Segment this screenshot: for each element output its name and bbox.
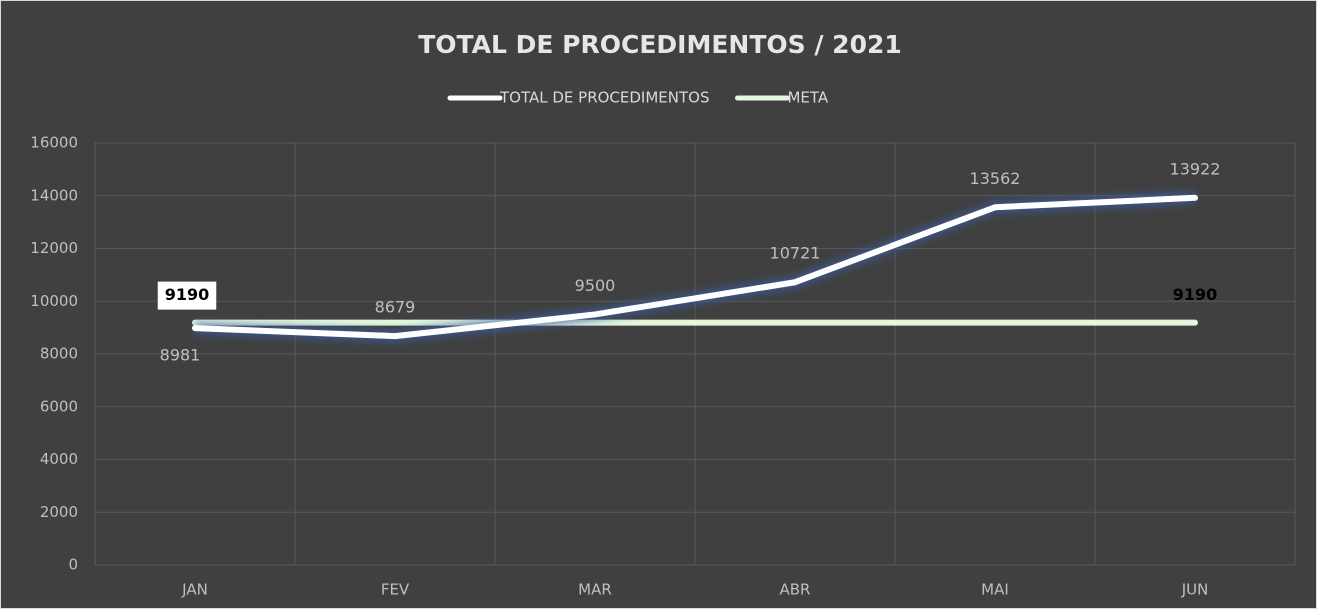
- y-tick-label: 14000: [30, 186, 78, 204]
- y-tick-label: 6000: [40, 397, 78, 415]
- legend-label: TOTAL DE PROCEDIMENTOS: [499, 89, 709, 107]
- y-tick-label: 10000: [30, 292, 78, 310]
- series-line: [192, 194, 1198, 340]
- data-label: 13922: [1170, 159, 1221, 178]
- x-tick-label: JAN: [181, 581, 208, 599]
- x-tick-label: FEV: [381, 581, 410, 599]
- y-tick-label: 16000: [30, 134, 78, 152]
- data-label: 8679: [375, 298, 416, 317]
- data-label: 9500: [575, 276, 616, 295]
- x-tick-label: MAR: [578, 581, 612, 599]
- label-background: [157, 281, 217, 310]
- y-tick-label: 0: [68, 556, 78, 574]
- y-tick-label: 2000: [40, 503, 78, 521]
- data-label: 9190: [1173, 285, 1218, 304]
- y-tick-label: 12000: [30, 239, 78, 257]
- x-tick-label: JUN: [1181, 581, 1209, 599]
- data-label: 10721: [770, 244, 821, 263]
- y-tick-label: 8000: [40, 345, 78, 363]
- data-label: 9190: [165, 285, 210, 304]
- data-label: 13562: [970, 169, 1021, 188]
- x-tick-label: MAI: [981, 581, 1009, 599]
- y-tick-label: 4000: [40, 450, 78, 468]
- data-label-box: [157, 281, 217, 310]
- x-tick-label: ABR: [780, 581, 811, 599]
- chart-title: TOTAL DE PROCEDIMENTOS / 2021: [418, 30, 902, 59]
- legend-label: META: [787, 89, 828, 107]
- data-label: 8981: [160, 346, 201, 365]
